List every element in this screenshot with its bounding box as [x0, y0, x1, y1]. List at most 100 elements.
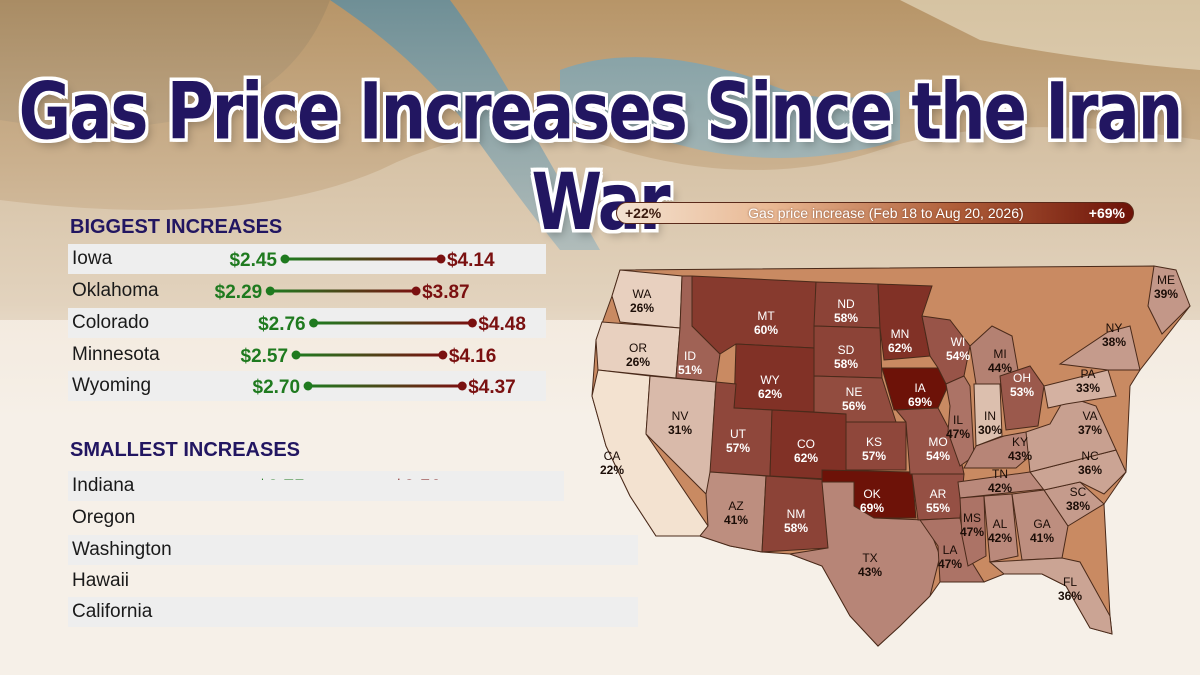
state-abbr-label: ID — [684, 349, 696, 363]
state-pct-label: 43% — [1008, 449, 1032, 463]
state-abbr-label: GA — [1033, 517, 1050, 531]
state-pct-label: 26% — [626, 355, 650, 369]
state-pct-label: 57% — [862, 449, 886, 463]
legend-low-label: +22% — [625, 205, 662, 221]
state-name: Minnesota — [72, 344, 160, 365]
table-row: Washington — [68, 535, 638, 565]
state-wa — [611, 269, 683, 329]
dumbbell-line — [313, 321, 473, 325]
state-pct-label: 58% — [784, 521, 808, 535]
state-pct-label: 69% — [860, 501, 884, 515]
after-dot — [467, 318, 477, 328]
state-abbr-label: WA — [633, 287, 652, 301]
state-name: Iowa — [72, 248, 113, 269]
state-name: Washington — [72, 539, 172, 560]
state-abbr-label: SD — [838, 343, 855, 357]
state-pct-label: 55% — [926, 501, 950, 515]
before-dot — [280, 254, 290, 264]
dumbbell-line — [308, 384, 463, 388]
state-abbr-label: AL — [993, 517, 1008, 531]
before-dot — [291, 350, 301, 360]
state-pct-label: 47% — [960, 525, 984, 539]
state-pct-label: 47% — [938, 557, 962, 571]
state-pct-label: 41% — [724, 513, 748, 527]
state-pa — [1043, 369, 1117, 409]
state-abbr-label: CA — [604, 449, 621, 463]
state-abbr-label: TX — [862, 551, 877, 565]
state-pct-label: 31% — [668, 423, 692, 437]
state-abbr-label: MT — [757, 309, 775, 323]
after-dot — [438, 350, 448, 360]
us-state-map: WA26%OR26%CA22%NV31%ID51%MT60%WY62%UT57%… — [591, 265, 1191, 647]
state-ks — [845, 421, 907, 471]
state-pct-label: 69% — [908, 395, 932, 409]
state-abbr-label: AR — [930, 487, 947, 501]
state-pct-label: 53% — [1010, 385, 1034, 399]
state-pct-label: 41% — [1030, 531, 1054, 545]
state-abbr-label: NV — [672, 409, 689, 423]
state-abbr-label: LA — [943, 543, 958, 557]
state-pct-label: 57% — [726, 441, 750, 455]
state-abbr-label: VA — [1082, 409, 1097, 423]
before-price-label: $2.29 — [215, 282, 263, 303]
table-row: Hawaii — [68, 566, 638, 596]
state-name: Indiana — [72, 475, 135, 496]
state-abbr-label: MO — [928, 435, 947, 449]
state-name: Wyoming — [72, 375, 152, 396]
state-abbr-label: CO — [797, 437, 815, 451]
state-in — [973, 383, 1003, 447]
state-pct-label: 62% — [888, 341, 912, 355]
state-abbr-label: IA — [914, 381, 925, 395]
before-price-label: $2.45 — [229, 250, 277, 271]
state-name: California — [72, 601, 153, 622]
state-pct-label: 58% — [834, 311, 858, 325]
state-ms — [959, 495, 987, 567]
state-ia — [881, 367, 949, 411]
state-abbr-label: ND — [837, 297, 855, 311]
dumbbell-line — [296, 353, 443, 357]
before-price-label: $2.75 — [257, 477, 305, 480]
state-abbr-label: IN — [984, 409, 996, 423]
state-oh — [999, 365, 1045, 431]
state-abbr-label: UT — [730, 427, 747, 441]
state-abbr-label: TN — [992, 467, 1008, 481]
before-dot — [303, 381, 313, 391]
state-pct-label: 30% — [978, 423, 1002, 437]
state-me — [1147, 265, 1191, 335]
state-pct-label: 51% — [678, 363, 702, 377]
state-abbr-label: NC — [1081, 449, 1099, 463]
state-abbr-label: OH — [1013, 371, 1031, 385]
state-il — [945, 375, 975, 467]
dumbbell-chart: $2.45 $4.14 $2.29 $3.87 $2.76 $4.48 $2.57 $4.16… — [215, 250, 526, 480]
state-abbr-label: PA — [1080, 367, 1095, 381]
before-dot — [309, 318, 319, 328]
before-price-label: $2.76 — [258, 314, 306, 335]
state-abbr-label: MI — [993, 347, 1006, 361]
state-abbr-label: NM — [787, 507, 806, 521]
state-abbr-label: ME — [1157, 273, 1175, 287]
before-dot — [265, 286, 275, 296]
state-abbr-label: FL — [1063, 575, 1077, 589]
state-pct-label: 62% — [758, 387, 782, 401]
after-dot — [411, 286, 421, 296]
legend-title: Gas price increase (Feb 18 to Aug 20, 20… — [748, 205, 1024, 221]
after-price-label: $4.16 — [449, 346, 497, 367]
smallest-increases-heading: SMALLEST INCREASES — [70, 439, 301, 461]
state-abbr-label: AZ — [728, 499, 743, 513]
state-mt — [691, 275, 817, 355]
state-name: Colorado — [72, 312, 150, 333]
state-abbr-label: NY — [1106, 321, 1123, 335]
state-pct-label: 22% — [600, 463, 624, 477]
state-ga — [1011, 489, 1069, 561]
state-pct-label: 33% — [1076, 381, 1100, 395]
state-pct-label: 43% — [858, 565, 882, 579]
state-pct-label: 56% — [842, 399, 866, 413]
state-abbr-label: MS — [963, 511, 981, 525]
state-pct-label: 60% — [754, 323, 778, 337]
after-price-label: $4.48 — [478, 314, 526, 335]
state-abbr-label: WI — [951, 335, 966, 349]
state-pct-label: 42% — [988, 531, 1012, 545]
state-pct-label: 26% — [630, 301, 654, 315]
before-price-label: $2.57 — [241, 346, 289, 367]
state-pct-label: 38% — [1066, 499, 1090, 513]
